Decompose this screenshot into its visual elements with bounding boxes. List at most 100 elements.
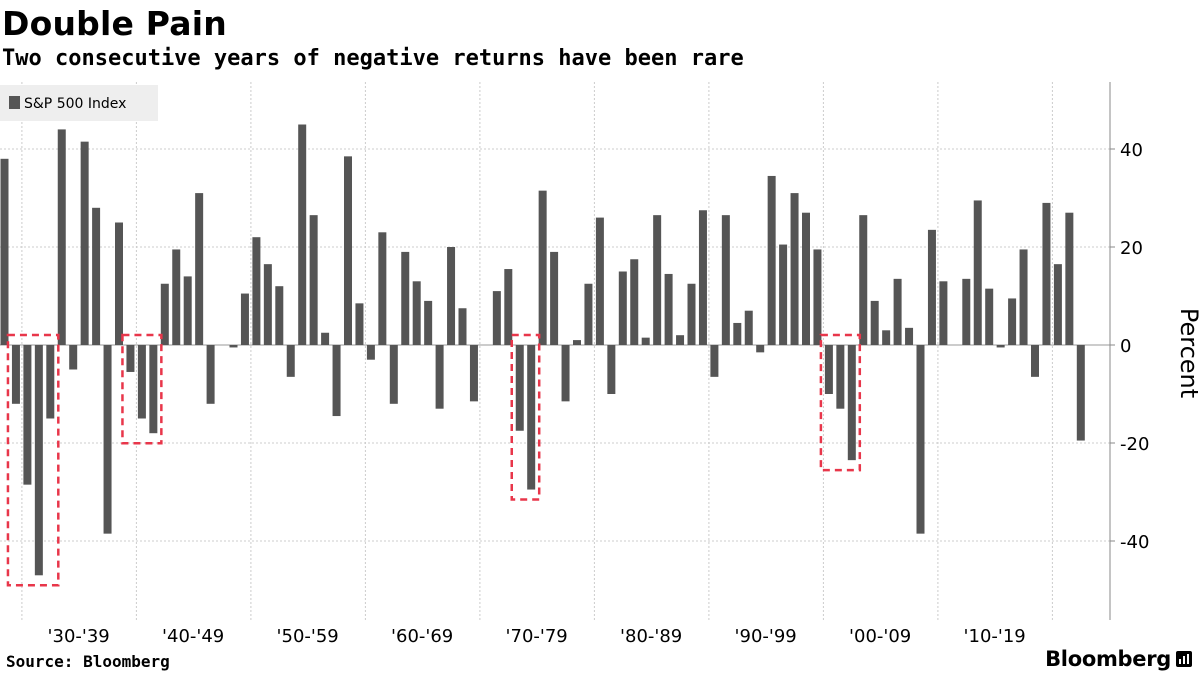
bar-1939 bbox=[126, 345, 135, 372]
bar-2020 bbox=[1053, 264, 1062, 345]
bar-2021 bbox=[1065, 212, 1074, 345]
chart-subtitle: Two consecutive years of negative return… bbox=[2, 46, 744, 71]
bar-1957 bbox=[332, 345, 341, 417]
highlight-box-2000-2002 bbox=[819, 333, 862, 472]
bar-1940 bbox=[137, 345, 146, 419]
highlight-box-1939-1941 bbox=[121, 333, 163, 445]
bar-1958 bbox=[344, 156, 352, 345]
brand-name: Bloomberg bbox=[1045, 647, 1171, 671]
highlight-boxes-layer bbox=[6, 333, 862, 587]
decade-label: '60-'69 bbox=[391, 626, 453, 647]
bar-1989 bbox=[698, 210, 707, 345]
bar-1942 bbox=[160, 283, 169, 345]
bar-1952 bbox=[275, 286, 284, 345]
bar-1938 bbox=[115, 222, 123, 345]
bar-1933 bbox=[57, 129, 66, 345]
bar-1964 bbox=[412, 281, 421, 345]
bar-1968 bbox=[458, 308, 467, 345]
bar-1994 bbox=[756, 345, 765, 353]
bar-1978 bbox=[573, 340, 581, 345]
bar-1929 bbox=[11, 345, 20, 404]
bar-1991 bbox=[721, 215, 730, 345]
highlight-box-1973-1974 bbox=[510, 333, 541, 501]
bar-1949 bbox=[240, 293, 249, 345]
bar-1972 bbox=[504, 269, 513, 345]
bar-1990 bbox=[710, 345, 719, 377]
bar-1937 bbox=[103, 345, 112, 534]
decade-label: '80-'89 bbox=[620, 626, 682, 647]
bar-2003 bbox=[859, 215, 868, 345]
bar-1974 bbox=[527, 345, 536, 490]
y-axis-title: Percent bbox=[1175, 308, 1200, 398]
bar-1996 bbox=[779, 244, 788, 345]
bar-1980 bbox=[595, 217, 604, 345]
bar-1985 bbox=[653, 215, 662, 345]
bloomberg-terminal-icon bbox=[1176, 651, 1192, 667]
bar-1975 bbox=[538, 190, 547, 345]
bar-1946 bbox=[206, 345, 215, 404]
bar-1981 bbox=[607, 345, 616, 394]
decade-label: '40-'49 bbox=[162, 626, 224, 647]
y-tick-label: 0 bbox=[1120, 336, 1131, 357]
bar-1967 bbox=[447, 247, 456, 345]
bar-1999 bbox=[813, 249, 822, 345]
bar-1963 bbox=[401, 251, 410, 345]
legend: S&P 500 Index bbox=[0, 85, 158, 121]
y-tick-label: -40 bbox=[1120, 532, 1149, 553]
y-tick-label: 40 bbox=[1120, 140, 1143, 161]
bar-1971 bbox=[492, 291, 501, 345]
bar-2013 bbox=[973, 200, 982, 345]
chart-title: Double Pain bbox=[2, 4, 227, 43]
bar-1932 bbox=[46, 345, 55, 419]
bar-1943 bbox=[172, 249, 181, 345]
bloomberg-logo: Bloomberg bbox=[1045, 647, 1192, 671]
bar-2008 bbox=[916, 345, 925, 534]
bar-1960 bbox=[366, 345, 375, 360]
y-tick-label: 20 bbox=[1120, 238, 1143, 259]
bar-2009 bbox=[927, 229, 936, 345]
bar-1934 bbox=[69, 345, 78, 370]
bar-1962 bbox=[389, 345, 398, 404]
bar-2005 bbox=[882, 330, 891, 345]
grid-layer bbox=[0, 82, 1110, 620]
bar-1953 bbox=[286, 345, 295, 377]
bar-1948 bbox=[229, 345, 238, 348]
decade-label: '70-'79 bbox=[506, 626, 568, 647]
bar-1941 bbox=[149, 345, 158, 434]
bar-1998 bbox=[802, 212, 810, 345]
bar-1931 bbox=[34, 345, 43, 576]
bars-layer bbox=[0, 124, 1085, 576]
bar-2001 bbox=[836, 345, 845, 409]
legend-swatch bbox=[9, 96, 20, 109]
decade-label: '00-'09 bbox=[849, 626, 911, 647]
bar-1973 bbox=[515, 345, 524, 431]
bar-1987 bbox=[676, 335, 685, 345]
bar-1966 bbox=[435, 345, 444, 409]
bar-1983 bbox=[630, 259, 639, 345]
bar-2004 bbox=[870, 300, 879, 345]
y-axis-layer: 40 20 0 -20 -40 bbox=[1109, 82, 1149, 620]
bar-2018 bbox=[1031, 345, 1039, 377]
source-note: Source: Bloomberg bbox=[6, 652, 170, 671]
bar-1992 bbox=[733, 322, 742, 345]
bar-1977 bbox=[561, 345, 570, 402]
decade-label: '10-'19 bbox=[964, 626, 1026, 647]
highlight-box-1929-1932 bbox=[6, 333, 60, 587]
bar-1955 bbox=[309, 215, 318, 345]
bar-2022 bbox=[1076, 345, 1085, 441]
bar-2002 bbox=[847, 345, 856, 461]
bar-2019 bbox=[1042, 202, 1051, 345]
bar-1988 bbox=[687, 283, 696, 345]
bar-1950 bbox=[252, 237, 261, 345]
bar-1986 bbox=[664, 273, 673, 345]
bar-1945 bbox=[195, 193, 204, 345]
bar-2010 bbox=[939, 281, 948, 345]
bar-2000 bbox=[824, 345, 833, 394]
decade-label: '50-'59 bbox=[277, 626, 339, 647]
bar-2007 bbox=[905, 327, 914, 345]
decade-label: '90-'99 bbox=[735, 626, 797, 647]
bar-1976 bbox=[550, 251, 559, 345]
bar-1965 bbox=[424, 300, 433, 345]
legend-background bbox=[0, 85, 158, 121]
